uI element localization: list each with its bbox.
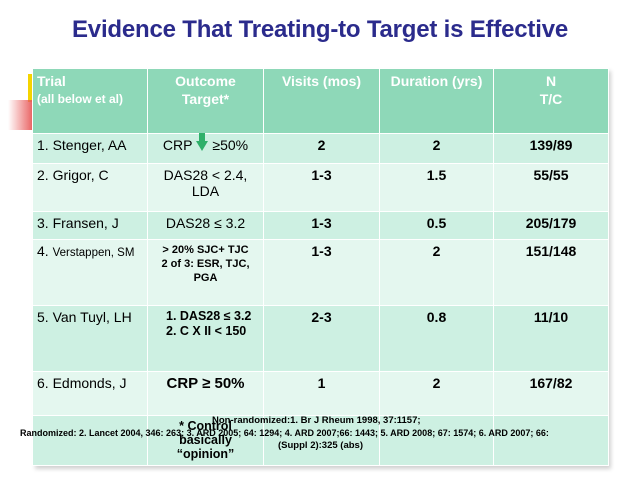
table-row: 5. Van Tuyl, LH 1. DAS28 ≤ 3.2 2. C X II… [32, 305, 609, 372]
trial-number: 4. [37, 243, 49, 259]
header-outcome: Outcome Target* [147, 68, 264, 134]
table-row: 3. Fransen, J DAS28 ≤ 3.2 1-3 0.5 205/17… [32, 211, 609, 240]
header-duration: Duration (yrs) [379, 68, 494, 134]
header-n: N T/C [493, 68, 609, 134]
header-trial: Trial (all below et al) [32, 68, 148, 134]
visits-cell: 1-3 [263, 211, 380, 240]
duration-cell: 1.5 [379, 163, 494, 212]
n-cell: 55/55 [493, 163, 609, 212]
trial-cell: 6. Edmonds, J [32, 371, 148, 416]
duration-cell: 2 [379, 239, 494, 306]
trial-cell: 3. Fransen, J [32, 211, 148, 240]
header-visits: Visits (mos) [263, 68, 380, 134]
visits-cell: 1-3 [263, 239, 380, 306]
duration-cell: 0.5 [379, 211, 494, 240]
header-n-label: N [545, 73, 557, 89]
reference-randomized: Randomized: 2. Lancet 2004, 346: 263; 3.… [20, 428, 549, 438]
duration-cell: 0.8 [379, 305, 494, 372]
header-n-sub: T/C [539, 91, 563, 107]
n-cell: 151/148 [493, 239, 609, 306]
visits-cell: 2-3 [263, 305, 380, 372]
visits-cell: 1-3 [263, 163, 380, 212]
header-trial-label: Trial [37, 73, 66, 89]
slide-title: Evidence That Treating-to Target is Effe… [71, 16, 568, 43]
outcome-cell: DAS28 ≤ 3.2 [147, 211, 264, 240]
outcome-post: ≥ 50% [202, 375, 245, 392]
empty-cell [379, 415, 494, 466]
outcome-pre: CRP [162, 137, 193, 153]
empty-cell [263, 415, 380, 466]
n-cell: 205/179 [493, 211, 609, 240]
outcome-line: > 20% SJC+ TJC [162, 244, 249, 256]
table-header-row: Trial (all below et al) Outcome Target* … [32, 68, 609, 134]
decorative-accent-glow [8, 100, 34, 130]
outcome-post: ≥50% [212, 137, 249, 153]
outcome-item: 2. C X II < 150 [166, 324, 247, 338]
table-row: 1. Stenger, AA CRP ≥50% 2 2 139/89 [32, 133, 609, 164]
outcome-item: 1. DAS28 ≤ 3.2 [166, 309, 252, 323]
outcome-cell: 1. DAS28 ≤ 3.2 2. C X II < 150 [147, 305, 264, 372]
empty-cell [493, 415, 609, 466]
duration-cell: 2 [379, 133, 494, 164]
outcome-cell: DAS28 < 2.4, LDA [147, 163, 264, 212]
visits-cell: 2 [263, 133, 380, 164]
duration-cell: 2 [379, 371, 494, 416]
empty-cell [32, 415, 148, 466]
outcome-cell: CRP ≥50% [147, 133, 264, 164]
trial-cell: 4. Verstappen, SM [32, 239, 148, 306]
trial-cell: 5. Van Tuyl, LH [32, 305, 148, 372]
trial-name: Verstappen, SM [52, 247, 135, 259]
reference-suppl: (Suppl 2):325 (abs) [278, 440, 363, 451]
trial-cell: 2. Grigor, C [32, 163, 148, 212]
n-cell: 11/10 [493, 305, 609, 372]
outcome-cell: > 20% SJC+ TJC 2 of 3: ESR, TJC, PGA [147, 239, 264, 306]
outcome-cell: CRP ≥ 50% [147, 371, 264, 416]
visits-cell: 1 [263, 371, 380, 416]
n-cell: 167/82 [493, 371, 609, 416]
reference-nonrandomized: Non-randomized:1. Br J Rheum 1998, 37:11… [212, 415, 421, 426]
table-row: 4. Verstappen, SM > 20% SJC+ TJC 2 of 3:… [32, 239, 609, 306]
table-row-footnote: * Control basically “opinion” [32, 415, 609, 466]
table-row: 2. Grigor, C DAS28 < 2.4, LDA 1-3 1.5 55… [32, 163, 609, 212]
table-row: 6. Edmonds, J CRP ≥ 50% 1 2 167/82 [32, 371, 609, 416]
evidence-table: Trial (all below et al) Outcome Target* … [32, 68, 609, 466]
header-trial-sub: (all below et al) [37, 92, 124, 106]
outcome-line: 2 of 3: ESR, TJC, PGA [161, 258, 250, 284]
outcome-pre: CRP [166, 375, 198, 392]
trial-cell: 1. Stenger, AA [32, 133, 148, 164]
n-cell: 139/89 [493, 133, 609, 164]
down-arrow-icon [196, 133, 209, 152]
